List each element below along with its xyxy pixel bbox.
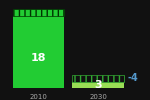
Bar [72,82,124,88]
Text: 18: 18 [31,53,46,63]
Bar [13,16,64,87]
Text: 3: 3 [94,80,102,90]
Bar [72,74,124,82]
Text: -4: -4 [128,73,138,83]
Text: 2010: 2010 [30,94,47,100]
Bar [13,9,64,16]
Text: 2030: 2030 [89,94,107,100]
